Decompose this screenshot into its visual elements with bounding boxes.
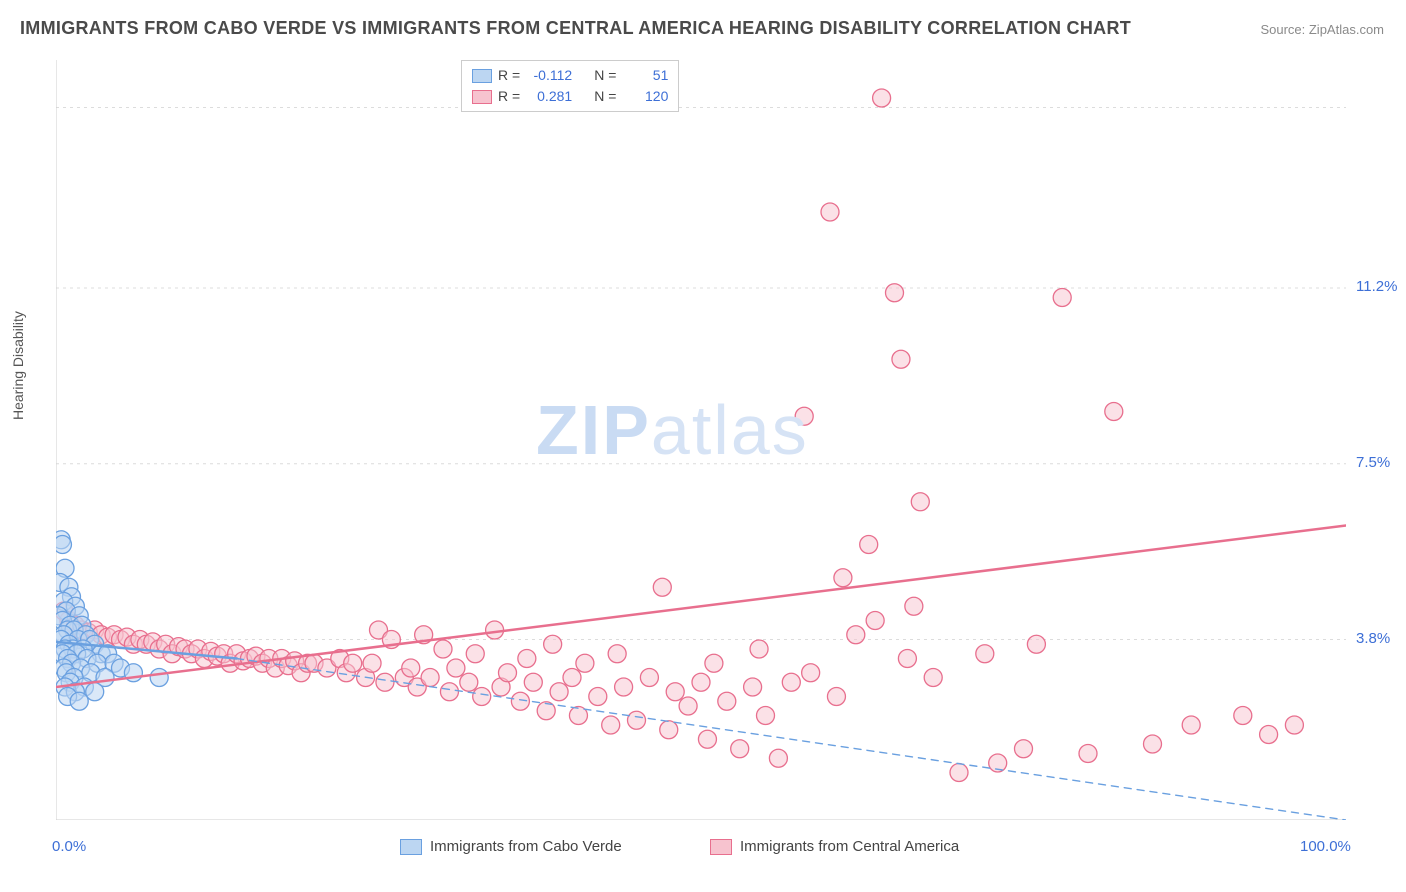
scatter-chart-svg [56,60,1346,820]
y-tick-label: 3.8% [1356,630,1390,647]
r-value-a: -0.112 [526,65,572,86]
legend-label-b: Immigrants from Central America [740,838,959,855]
source-attribution: Source: ZipAtlas.com [1260,22,1384,37]
n-value-a: 51 [622,65,668,86]
chart-plot-area: ZIPatlas R = -0.112 N = 51 R = 0.281 N =… [56,60,1346,820]
x-tick-100: 100.0% [1300,838,1351,855]
y-axis-label: Hearing Disability [10,311,26,420]
y-tick-label: 7.5% [1356,454,1390,471]
n-label: N = [594,86,616,107]
r-label: R = [498,65,520,86]
legend-series-b: Immigrants from Central America [710,838,959,855]
stats-row-series-b: R = 0.281 N = 120 [472,86,668,107]
swatch-series-b [472,90,492,104]
n-value-b: 120 [622,86,668,107]
r-value-b: 0.281 [526,86,572,107]
n-label: N = [594,65,616,86]
stats-legend-box: R = -0.112 N = 51 R = 0.281 N = 120 [461,60,679,112]
swatch-series-b [710,839,732,855]
chart-title: IMMIGRANTS FROM CABO VERDE VS IMMIGRANTS… [20,18,1131,39]
legend-series-a: Immigrants from Cabo Verde [400,838,622,855]
x-tick-0: 0.0% [52,838,86,855]
y-tick-label: 11.2% [1356,278,1397,295]
legend-label-a: Immigrants from Cabo Verde [430,838,622,855]
swatch-series-a [400,839,422,855]
swatch-series-a [472,69,492,83]
r-label: R = [498,86,520,107]
stats-row-series-a: R = -0.112 N = 51 [472,65,668,86]
